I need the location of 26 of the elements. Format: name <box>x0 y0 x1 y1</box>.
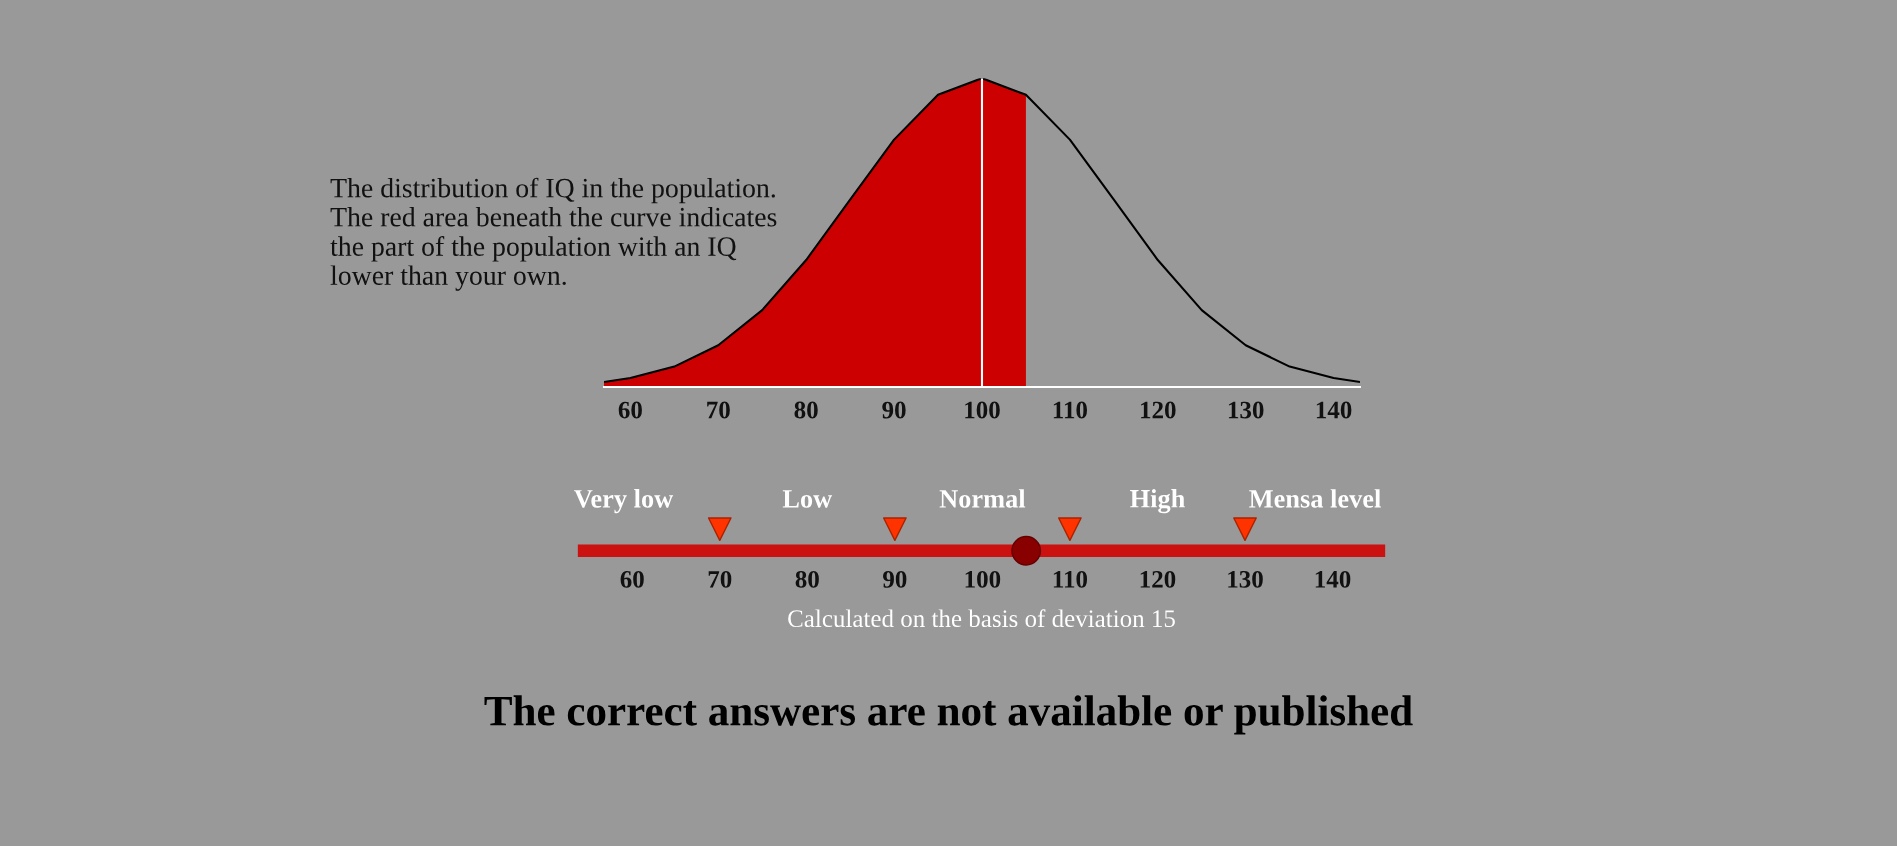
text: Low <box>782 490 833 508</box>
text: Normal <box>939 489 1026 508</box>
x-tick-label: 60 <box>618 401 642 419</box>
x-tick-label: 80 <box>794 401 818 419</box>
x2-tick-label: 140 <box>1315 570 1351 588</box>
x-tick-label: 140 <box>1316 401 1352 419</box>
x2-tick-label: 90 <box>883 570 907 588</box>
x2-tick-label: 80 <box>795 570 819 588</box>
x2-tick-label: 70 <box>708 570 732 588</box>
x2-tick-label: 100 <box>965 570 1001 588</box>
x-tick-label: 100 <box>965 401 1000 419</box>
x2-tick-label: 130 <box>1228 570 1263 588</box>
x2-tick-label: 110 <box>1053 570 1088 588</box>
x2-tick-label: 60 <box>620 570 644 588</box>
x-tick-label: 90 <box>882 401 906 419</box>
annotation: The distribution of IQ in the population. The red area beneath the curve indicates the part of the population with an IQ lower than your own. <box>330 177 777 291</box>
text: Mensa level <box>1249 489 1381 508</box>
x-tick-label: 110 <box>1053 401 1087 419</box>
x-tick-label: 130 <box>1228 401 1264 419</box>
text: The correct answers are not available or published <box>484 695 1413 735</box>
x2-tick-label: 120 <box>1140 570 1176 588</box>
text: Very low <box>574 489 674 514</box>
text: High <box>1130 489 1185 514</box>
x-tick-label: 120 <box>1141 401 1176 419</box>
x2-axis-title: Calculated on the basis of deviation 15 <box>788 609 1175 628</box>
x-tick-label: 70 <box>707 401 730 419</box>
